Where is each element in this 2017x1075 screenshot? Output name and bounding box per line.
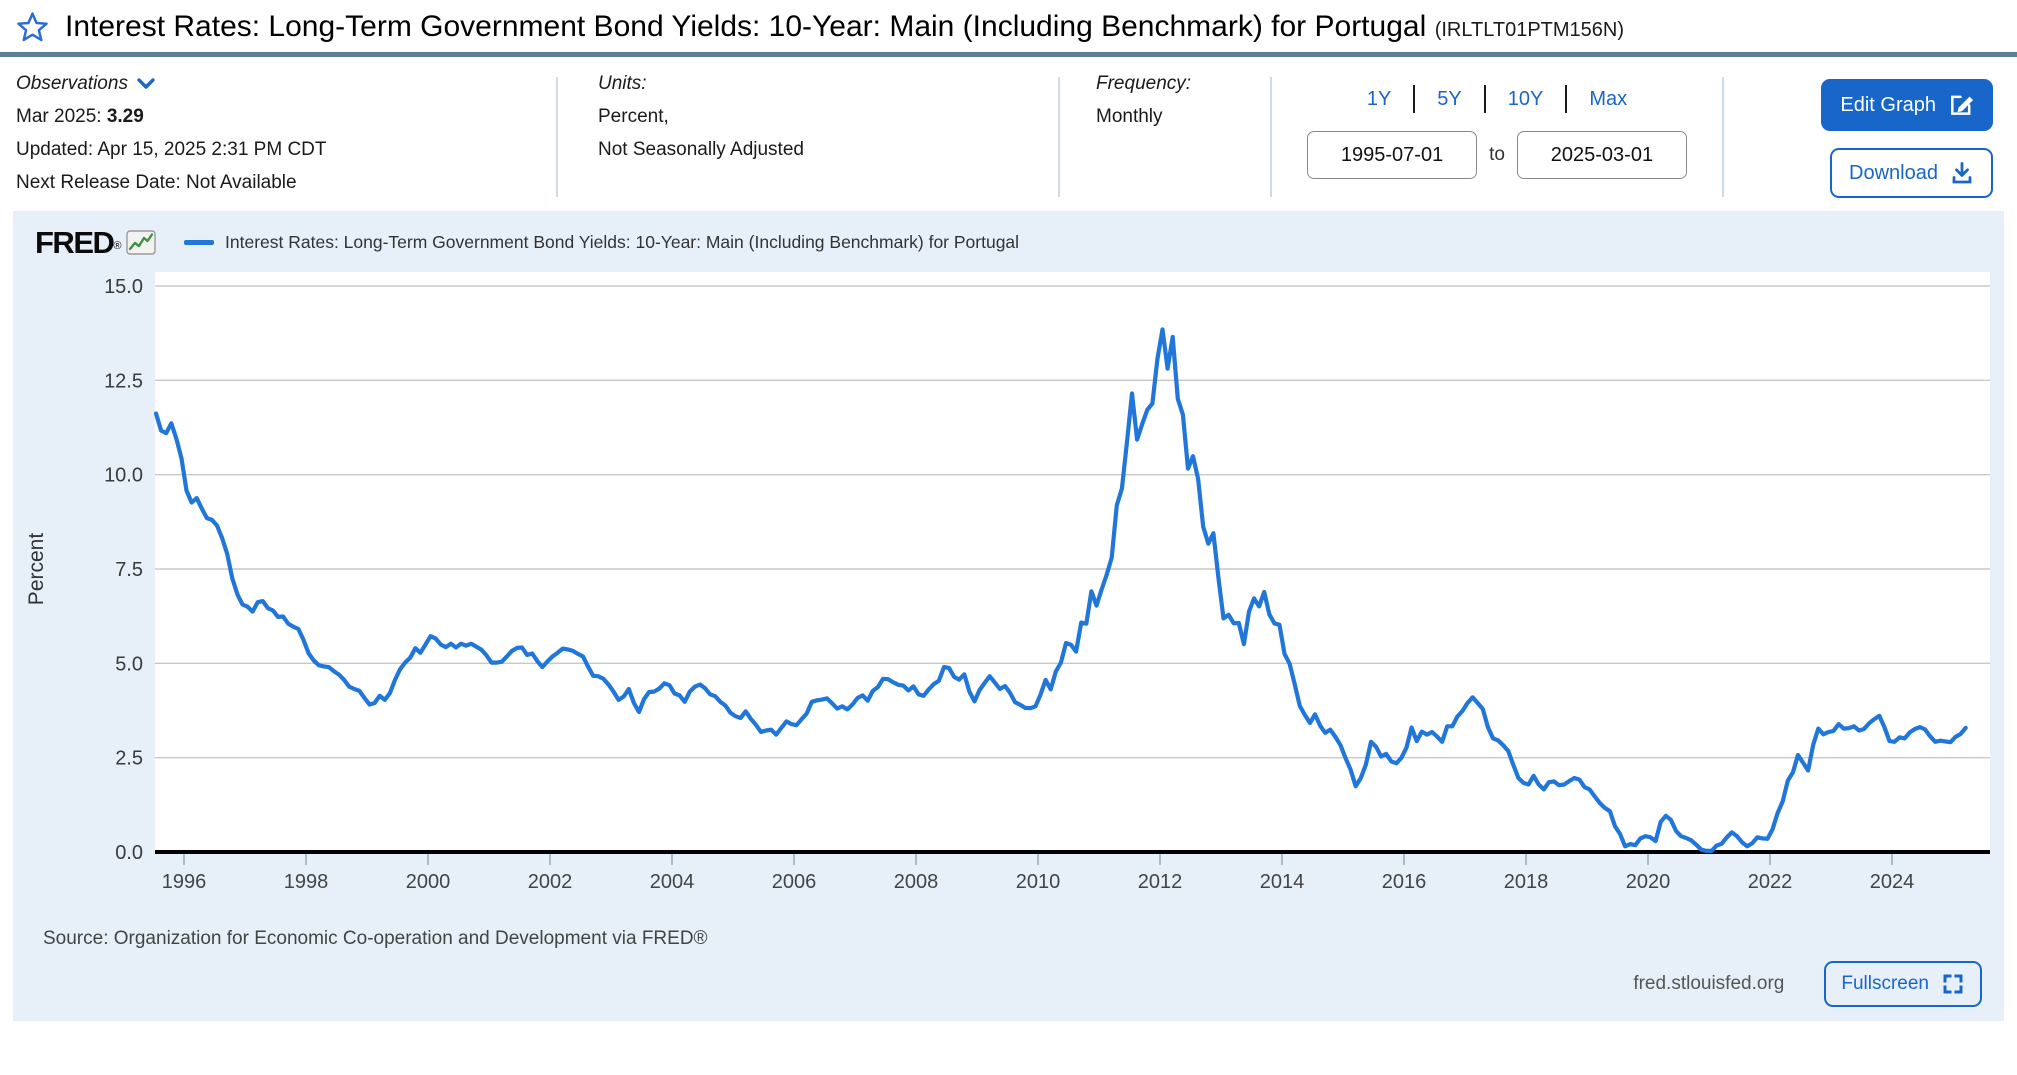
y-tick-label: 2.5	[115, 748, 143, 770]
y-tick-label: 7.5	[115, 559, 143, 581]
units-label: Units:	[598, 73, 647, 94]
frequency-value: Monthly	[1096, 106, 1163, 127]
chart-panel: FRED® Interest Rates: Long-Term Governme…	[13, 211, 2004, 1021]
units-line1: Percent,	[598, 106, 669, 127]
site-label: fred.stlouisfed.org	[1633, 973, 1785, 994]
x-tick-label: 2016	[1382, 871, 1427, 893]
column-divider	[1270, 77, 1272, 197]
favorite-star-icon[interactable]	[16, 11, 49, 43]
fullscreen-button[interactable]: Fullscreen	[1824, 961, 1982, 1007]
series-id: (IRLTLT01PTM156N)	[1434, 19, 1625, 41]
download-icon	[1952, 162, 1972, 184]
data-line[interactable]	[153, 327, 1968, 854]
fred-logo: FRED®	[35, 225, 121, 260]
end-date-input[interactable]	[1516, 131, 1687, 179]
y-tick-label: 10.0	[104, 465, 143, 487]
date-range-separator: to	[1489, 144, 1505, 165]
y-tick-label: 0.0	[115, 842, 143, 864]
download-label: Download	[1849, 161, 1938, 184]
edit-graph-label: Edit Graph	[1840, 93, 1936, 116]
observations-label: Observations	[16, 73, 128, 94]
observations-column: Observations Mar 2025: 3.29 Updated: Apr…	[16, 71, 556, 207]
column-divider	[556, 77, 558, 197]
page-title: Interest Rates: Long-Term Government Bon…	[65, 10, 1427, 43]
title-row: Interest Rates: Long-Term Government Bon…	[0, 0, 2017, 52]
updated-text: Updated: Apr 15, 2025 2:31 PM CDT	[16, 139, 327, 160]
y-axis-title: Percent	[25, 533, 48, 606]
date-range: to	[1272, 131, 1722, 179]
x-tick-label: 2006	[772, 871, 817, 893]
fullscreen-icon	[1943, 974, 1963, 994]
preset-5y[interactable]: 5Y	[1437, 87, 1462, 110]
preset-max[interactable]: Max	[1589, 87, 1628, 110]
x-tick-label: 2022	[1748, 871, 1793, 893]
observations-link[interactable]: Observations	[16, 73, 156, 95]
fred-sparkline-icon	[126, 230, 156, 255]
chart-legend: Interest Rates: Long-Term Government Bon…	[184, 232, 1019, 253]
x-tick-label: 2010	[1016, 871, 1061, 893]
x-tick-label: 2000	[406, 871, 451, 893]
next-release-text: Next Release Date: Not Available	[16, 172, 297, 193]
x-tick-label: 2004	[650, 871, 695, 893]
x-tick-label: 2012	[1138, 871, 1183, 893]
source-text: Source: Organization for Economic Co-ope…	[43, 928, 708, 949]
x-tick-label: 2024	[1870, 871, 1915, 893]
plot-background	[155, 272, 1990, 852]
range-column: 1Y 5Y 10Y Max to	[1272, 71, 1722, 207]
legend-line-swatch	[184, 240, 214, 245]
latest-observation: Mar 2025: 3.29	[16, 106, 144, 127]
preset-10y[interactable]: 10Y	[1507, 87, 1544, 110]
title-divider	[0, 52, 2017, 57]
preset-1y[interactable]: 1Y	[1366, 87, 1392, 110]
units-line2: Not Seasonally Adjusted	[598, 139, 804, 160]
edit-graph-button[interactable]: Edit Graph	[1821, 79, 1993, 131]
fullscreen-label: Fullscreen	[1841, 973, 1929, 994]
units-column: Units: Percent, Not Seasonally Adjusted	[558, 71, 1058, 207]
range-presets: 1Y 5Y 10Y Max	[1272, 85, 1722, 113]
preset-divider	[1565, 85, 1568, 113]
y-tick-label: 15.0	[104, 276, 143, 298]
x-tick-label: 2020	[1626, 871, 1671, 893]
frequency-label: Frequency:	[1096, 73, 1192, 94]
y-tick-label: 5.0	[115, 653, 143, 675]
start-date-input[interactable]	[1307, 131, 1478, 179]
actions-column: Edit Graph Download	[1724, 71, 2017, 207]
preset-divider	[1413, 85, 1416, 113]
latest-value: 3.29	[106, 106, 144, 127]
yield-line-chart[interactable]: 15.0 12.5 10.0 7.5 5.0 2.5 0.0 Percent 1996 1998 2…	[13, 264, 2004, 894]
x-tick-label: 1998	[284, 871, 329, 893]
legend-label: Interest Rates: Long-Term Government Bon…	[225, 232, 1020, 252]
x-tick-label: 1996	[162, 871, 207, 893]
column-divider	[1722, 77, 1724, 197]
preset-divider	[1483, 85, 1486, 113]
frequency-column: Frequency: Monthly	[1060, 71, 1270, 207]
panel-bottom-bar: fred.stlouisfed.org Fullscreen	[1633, 961, 1982, 1007]
x-tick-label: 2008	[894, 871, 939, 893]
chevron-down-icon	[137, 78, 155, 89]
meta-strip: Observations Mar 2025: 3.29 Updated: Apr…	[0, 57, 2017, 207]
edit-icon	[1951, 95, 1974, 115]
x-tick-label: 2018	[1504, 871, 1549, 893]
x-tick-label: 2002	[528, 871, 573, 893]
chart-header: FRED® Interest Rates: Long-Term Governme…	[13, 211, 2004, 258]
download-button[interactable]: Download	[1830, 148, 1993, 198]
column-divider	[1058, 77, 1060, 197]
x-tick-label: 2014	[1260, 871, 1305, 893]
y-tick-label: 12.5	[104, 370, 143, 392]
